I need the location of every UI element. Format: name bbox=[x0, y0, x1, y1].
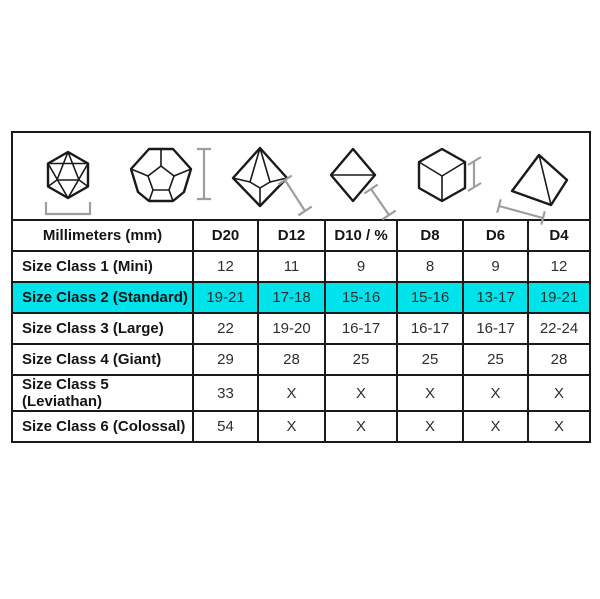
header-d4: D4 bbox=[526, 219, 592, 252]
size-value-cell: 22 bbox=[192, 312, 259, 345]
d12-die-icon bbox=[101, 135, 221, 227]
size-value-cell: X bbox=[396, 410, 464, 443]
header-d10: D10 / % bbox=[324, 219, 398, 252]
size-class-label: Size Class 6 (Colossal) bbox=[11, 410, 194, 443]
d6-die-icon bbox=[382, 135, 502, 227]
d10-die-icon bbox=[200, 135, 320, 227]
header-d12: D12 bbox=[257, 219, 326, 252]
d4-die-icon bbox=[479, 137, 599, 229]
size-value-cell: X bbox=[462, 374, 529, 412]
size-value-cell: 12 bbox=[526, 250, 592, 283]
size-value-cell: 54 bbox=[192, 410, 259, 443]
size-class-label: Size Class 1 (Mini) bbox=[11, 250, 194, 283]
size-class-row: Size Class 3 (Large) 22 19-20 16-17 16-1… bbox=[11, 312, 592, 345]
size-class-row: Size Class 6 (Colossal) 54 X X X X X bbox=[11, 410, 592, 443]
size-value-cell: X bbox=[526, 374, 592, 412]
size-value-cell: X bbox=[396, 374, 464, 412]
header-d20: D20 bbox=[192, 219, 259, 252]
size-value-cell: 19-21 bbox=[192, 281, 259, 314]
size-class-label: Size Class 3 (Large) bbox=[11, 312, 194, 345]
size-class-row: Size Class 5 (Leviathan) 33 X X X X X bbox=[11, 374, 592, 412]
size-value-cell: 12 bbox=[192, 250, 259, 283]
size-value-cell: 16-17 bbox=[462, 312, 529, 345]
size-value-cell: 25 bbox=[396, 343, 464, 376]
size-class-label: Size Class 5 (Leviathan) bbox=[11, 374, 194, 412]
size-value-cell: 25 bbox=[324, 343, 398, 376]
size-value-cell: X bbox=[462, 410, 529, 443]
header-d6: D6 bbox=[462, 219, 529, 252]
table-header-row: Millimeters (mm) D20 D12 D10 / % D8 D6 D… bbox=[11, 219, 592, 252]
size-class-row: Size Class 2 (Standard) 19-21 17-18 15-1… bbox=[11, 281, 592, 314]
size-value-cell: 19-21 bbox=[526, 281, 592, 314]
size-value-cell: 15-16 bbox=[324, 281, 398, 314]
d8-die-icon bbox=[293, 135, 413, 227]
size-value-cell: 28 bbox=[257, 343, 326, 376]
size-value-cell: 16-17 bbox=[396, 312, 464, 345]
size-class-row: Size Class 1 (Mini) 12 11 9 8 9 12 bbox=[11, 250, 592, 283]
size-value-cell: X bbox=[257, 374, 326, 412]
dice-icons-row bbox=[10, 131, 592, 225]
size-value-cell: 29 bbox=[192, 343, 259, 376]
size-value-cell: X bbox=[324, 374, 398, 412]
size-value-cell: 8 bbox=[396, 250, 464, 283]
header-d8: D8 bbox=[396, 219, 464, 252]
size-value-cell: 13-17 bbox=[462, 281, 529, 314]
size-value-cell: 22-24 bbox=[526, 312, 592, 345]
size-value-cell: 11 bbox=[257, 250, 326, 283]
dice-icons-band bbox=[10, 131, 592, 225]
size-value-cell: 28 bbox=[526, 343, 592, 376]
size-value-cell: 9 bbox=[324, 250, 398, 283]
header-millimeters: Millimeters (mm) bbox=[11, 219, 194, 252]
size-value-cell: 17-18 bbox=[257, 281, 326, 314]
size-value-cell: X bbox=[526, 410, 592, 443]
size-value-cell: 15-16 bbox=[396, 281, 464, 314]
size-value-cell: 16-17 bbox=[324, 312, 398, 345]
size-value-cell: 33 bbox=[192, 374, 259, 412]
size-class-label: Size Class 4 (Giant) bbox=[11, 343, 194, 376]
size-value-cell: 25 bbox=[462, 343, 529, 376]
size-value-cell: X bbox=[257, 410, 326, 443]
size-class-label: Size Class 2 (Standard) bbox=[11, 281, 194, 314]
size-class-row: Size Class 4 (Giant) 29 28 25 25 25 28 bbox=[11, 343, 592, 376]
size-value-cell: 19-20 bbox=[257, 312, 326, 345]
size-value-cell: X bbox=[324, 410, 398, 443]
dice-size-table: Millimeters (mm) D20 D12 D10 / % D8 D6 D… bbox=[10, 131, 592, 443]
d20-die-icon bbox=[8, 135, 128, 227]
size-value-cell: 9 bbox=[462, 250, 529, 283]
